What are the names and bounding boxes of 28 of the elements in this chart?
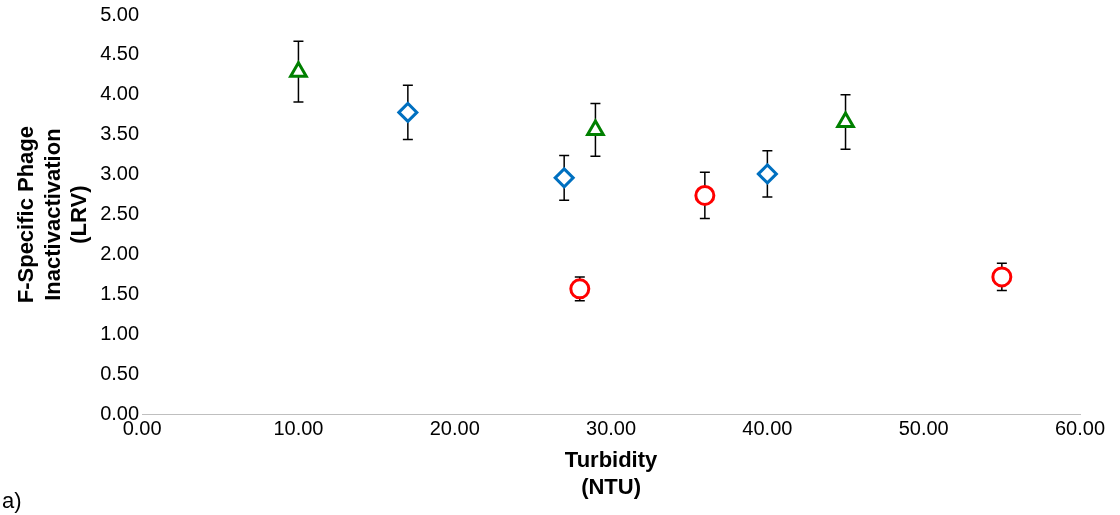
y-tick-label: 3.00 — [100, 162, 140, 185]
point — [991, 266, 1013, 288]
x-tick-label: 10.00 — [273, 416, 324, 439]
y-tick-label: 1.00 — [100, 321, 140, 344]
point — [397, 101, 419, 123]
y-tick-label: 2.00 — [100, 242, 140, 265]
y-tick-label: 5.00 — [100, 2, 140, 25]
point — [836, 111, 855, 128]
point — [586, 119, 605, 136]
y-axis-title: F-Specific Phage Inactivactivation (LRV) — [13, 125, 92, 304]
text: a) — [2, 488, 22, 513]
point — [756, 163, 778, 185]
y-tick-label: 1.50 — [100, 281, 140, 304]
y-tick-label: 4.50 — [100, 42, 140, 65]
y-tick-label: 4.00 — [100, 82, 140, 105]
y-tick-label: 3.50 — [100, 122, 140, 145]
point — [569, 278, 591, 300]
point — [289, 61, 308, 78]
x-tick-label: 50.00 — [898, 416, 949, 439]
y-tick-label: 2.50 — [100, 202, 140, 225]
point — [694, 184, 716, 206]
x-axis-title: Turbidity (NTU) — [564, 447, 659, 499]
point — [553, 167, 575, 189]
x-tick-label: 30.00 — [586, 416, 637, 439]
x-tick-label: 60.00 — [1054, 416, 1106, 439]
x-tick-label: 20.00 — [429, 416, 480, 439]
y-tick-label: 0.50 — [100, 361, 140, 384]
x-tick-label: 40.00 — [742, 416, 793, 439]
